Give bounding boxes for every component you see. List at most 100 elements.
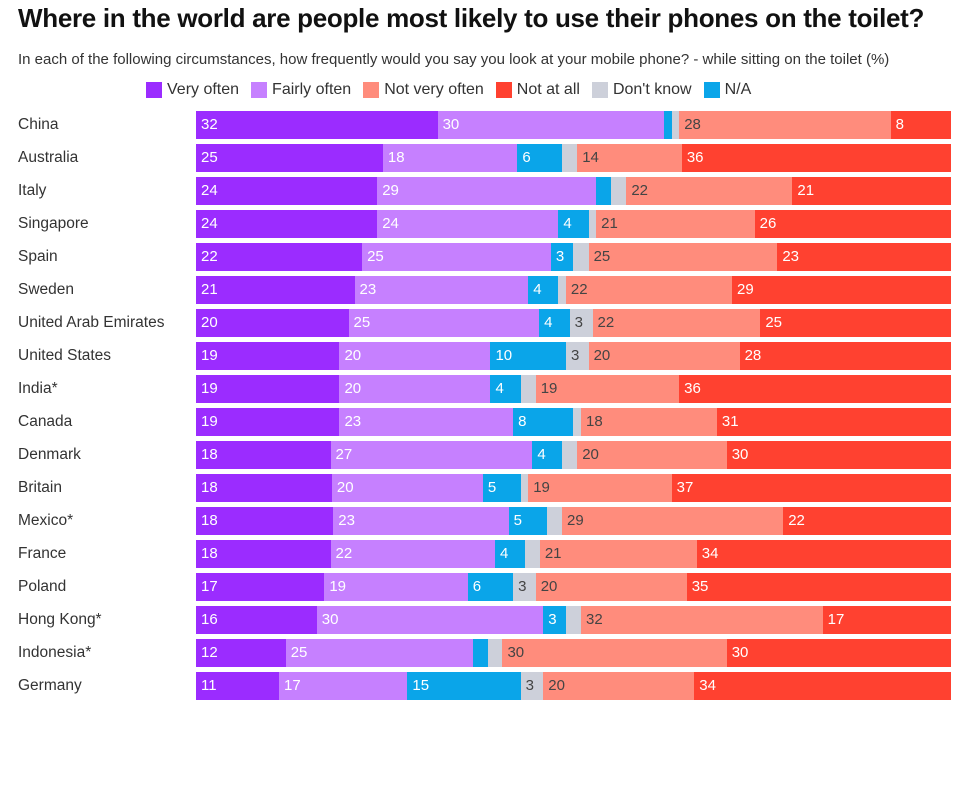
data-label: 29 bbox=[737, 281, 754, 298]
bar-segment-not-at-all: 35 bbox=[686, 573, 951, 601]
legend-label: Fairly often bbox=[272, 81, 352, 98]
data-label: 15 bbox=[412, 677, 430, 694]
bar-segment-fairly-often: 27 bbox=[330, 441, 533, 469]
bar-segment-not-very-often: 22 bbox=[626, 177, 793, 205]
bar-segment-fairly-often: 25 bbox=[285, 639, 473, 667]
bar-segment-don-t-know bbox=[611, 177, 627, 205]
bar-segment-not-at-all: 37 bbox=[671, 474, 951, 502]
bar-segment-not-very-often: 20 bbox=[588, 342, 740, 370]
legend-item-don-t-know: Don't know bbox=[591, 81, 692, 99]
data-label: 20 bbox=[344, 380, 362, 397]
category-label: Italy bbox=[18, 182, 47, 199]
bar-segment-not-at-all: 25 bbox=[760, 309, 951, 337]
data-label: 37 bbox=[676, 479, 694, 496]
category-label: Hong Kong* bbox=[18, 611, 102, 628]
data-label: 32 bbox=[586, 611, 603, 628]
legend-item-very-often: Very often bbox=[146, 81, 239, 99]
data-label: 6 bbox=[522, 149, 531, 166]
data-label: 17 bbox=[201, 578, 218, 595]
bar-segment-not-very-often: 22 bbox=[565, 276, 733, 304]
stacked-bar: 18 23 5 29 22 bbox=[196, 507, 951, 535]
data-label: 22 bbox=[788, 512, 805, 529]
bar-segment-not-very-often: 29 bbox=[562, 507, 784, 535]
data-label: 29 bbox=[382, 182, 399, 199]
data-label: 23 bbox=[782, 248, 800, 265]
legend-item-not-at-all: Not at all bbox=[495, 81, 580, 99]
data-label: 23 bbox=[338, 512, 355, 529]
bar-segment-very-often: 18 bbox=[196, 441, 331, 469]
data-label: 20 bbox=[336, 479, 354, 496]
stacked-bar: 24 29 22 21 bbox=[196, 177, 951, 205]
bar-segment-fairly-often: 22 bbox=[330, 540, 495, 568]
data-label: 36 bbox=[686, 149, 704, 166]
bar-segment-fairly-often: 23 bbox=[339, 408, 514, 436]
stacked-bar: 18 27 4 20 30 bbox=[196, 441, 951, 469]
bar-segment-not-very-often: 21 bbox=[596, 210, 755, 238]
data-label: 25 bbox=[353, 314, 371, 331]
bar-segment-not-at-all: 26 bbox=[754, 210, 951, 238]
bar-segment-not-at-all: 23 bbox=[777, 243, 951, 271]
bar-segment-not-at-all: 36 bbox=[679, 375, 951, 403]
bar-segment-very-often: 24 bbox=[196, 177, 378, 205]
bar-segment-not-very-often: 20 bbox=[535, 573, 687, 601]
legend-swatch bbox=[363, 82, 380, 98]
bar-segment-n-a: 4 bbox=[539, 309, 570, 337]
data-label: 27 bbox=[335, 446, 353, 463]
data-label: 25 bbox=[765, 314, 782, 331]
data-label: 19 bbox=[533, 479, 550, 496]
data-label: 35 bbox=[691, 578, 709, 595]
data-label: 20 bbox=[593, 347, 611, 364]
data-label: 4 bbox=[544, 314, 553, 331]
bar-segment-fairly-often: 18 bbox=[382, 144, 518, 172]
chart-title: Where in the world are people most likel… bbox=[18, 3, 925, 33]
bar-segment-don-t-know bbox=[562, 144, 578, 172]
data-label: 3 bbox=[555, 248, 565, 265]
bar-segment-n-a: 15 bbox=[407, 672, 521, 700]
legend-label: Not very often bbox=[384, 81, 484, 98]
data-label: 10 bbox=[495, 347, 513, 364]
data-label: 8 bbox=[518, 413, 527, 430]
bar-segment-not-at-all: 30 bbox=[726, 441, 951, 469]
legend-swatch bbox=[703, 82, 720, 98]
data-label: 30 bbox=[731, 644, 749, 661]
data-label: 3 bbox=[525, 677, 534, 694]
bar-row: Denmark 18 27 4 20 30 bbox=[18, 441, 958, 469]
stacked-bar: 25 18 6 14 36 bbox=[196, 144, 951, 172]
data-label: 22 bbox=[631, 182, 648, 199]
data-label: 21 bbox=[797, 182, 815, 199]
bar-segment-not-very-often: 20 bbox=[577, 441, 727, 469]
bar-segment-don-t-know bbox=[573, 243, 589, 271]
bar-row: Hong Kong* 16 30 3 32 17 bbox=[18, 606, 958, 634]
bar-segment-fairly-often: 24 bbox=[377, 210, 559, 238]
data-label: 4 bbox=[495, 380, 504, 397]
data-label: 24 bbox=[382, 215, 399, 232]
bar-segment-not-at-all: 22 bbox=[783, 507, 951, 535]
bar-segment-n-a: 4 bbox=[528, 276, 559, 304]
bar-segment-fairly-often: 20 bbox=[339, 375, 491, 403]
bar-segment-n-a: 4 bbox=[495, 540, 525, 568]
legend-item-not-very-often: Not very often bbox=[363, 81, 484, 99]
bar-segment-very-often: 19 bbox=[196, 375, 340, 403]
bar-segment-not-at-all: 31 bbox=[716, 408, 951, 436]
data-label: 3 bbox=[570, 347, 580, 364]
bar-segment-not-at-all: 34 bbox=[694, 672, 951, 700]
data-label: 32 bbox=[201, 116, 218, 133]
legend-swatch bbox=[591, 82, 608, 98]
bar-segment-very-often: 17 bbox=[196, 573, 325, 601]
bar-segment-very-often: 19 bbox=[196, 408, 340, 436]
bar-segment-very-often: 16 bbox=[196, 606, 317, 634]
data-label: 23 bbox=[344, 413, 362, 430]
chart-container: Where in the world are people most likel… bbox=[18, 3, 958, 700]
data-label: 17 bbox=[284, 677, 301, 694]
legend: Very often Fairly often Not very often Not … bbox=[146, 81, 958, 99]
bar-segment-don-t-know bbox=[565, 606, 582, 634]
bar-row: Poland 17 19 6 3 20 35 bbox=[18, 573, 958, 601]
bar-segment-fairly-often: 23 bbox=[354, 276, 529, 304]
bar-segment-very-often: 12 bbox=[196, 639, 286, 667]
stacked-bar: 19 20 4 19 36 bbox=[196, 375, 951, 403]
data-label: 12 bbox=[201, 644, 218, 661]
data-label: 19 bbox=[201, 413, 218, 430]
data-label: 24 bbox=[201, 215, 218, 232]
bar-segment-fairly-often: 30 bbox=[437, 111, 665, 139]
data-label: 22 bbox=[201, 248, 218, 265]
